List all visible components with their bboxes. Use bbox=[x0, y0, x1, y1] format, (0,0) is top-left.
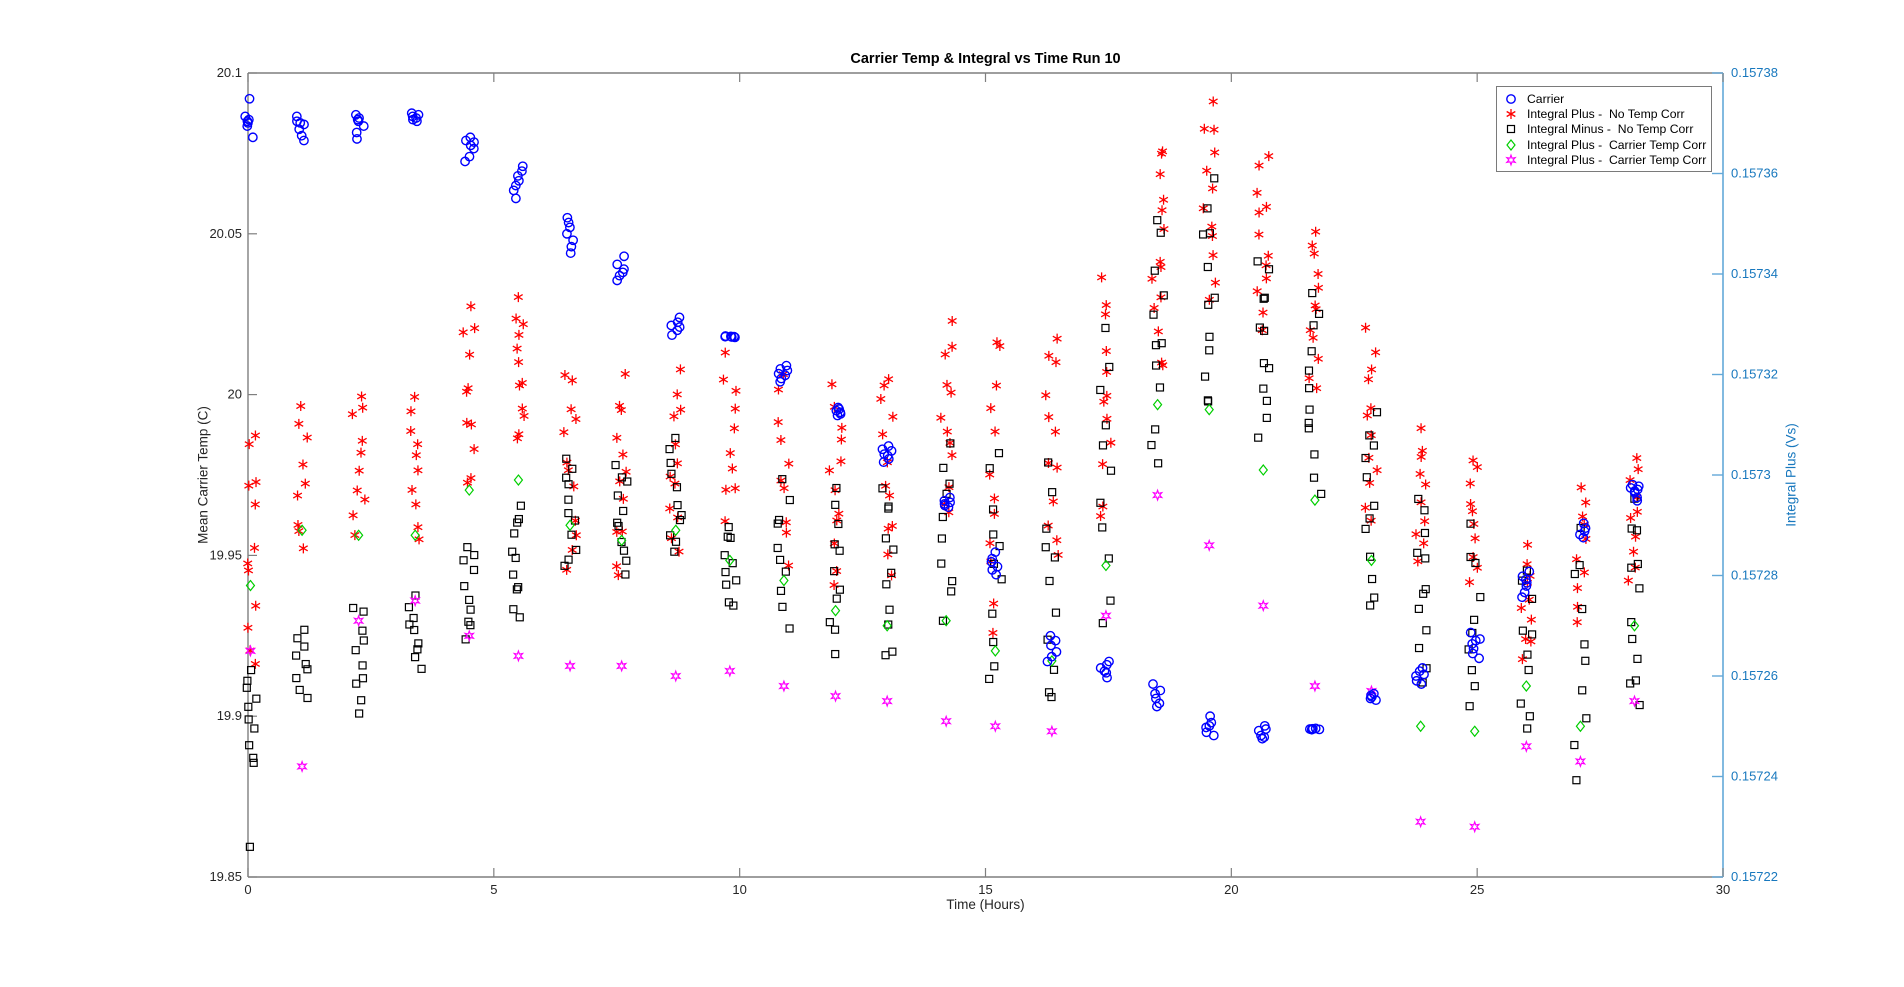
x-tick-label: 15 bbox=[978, 882, 992, 897]
series-square-2 bbox=[242, 174, 1644, 851]
y-right-tick-label: 0.15724 bbox=[1731, 769, 1778, 784]
legend-label: Integral Minus - No Temp Corr bbox=[1527, 122, 1694, 137]
series-diamond-3 bbox=[245, 398, 1640, 738]
series-asterisk-1 bbox=[243, 96, 1643, 669]
series-circle-0 bbox=[240, 93, 1644, 744]
y-right-tick-label: 0.15736 bbox=[1731, 166, 1778, 181]
x-tick-label: 30 bbox=[1716, 882, 1730, 897]
y-right-tick-label: 0.15738 bbox=[1731, 65, 1778, 80]
legend-label: Integral Plus - Carrier Temp Corr bbox=[1527, 137, 1707, 152]
diamond-marker-icon bbox=[1506, 138, 1516, 151]
y-right-tick-label: 0.15726 bbox=[1731, 668, 1778, 683]
circle-marker-icon bbox=[1506, 93, 1516, 104]
legend-item-integral-minus-no-corr: Integral Minus - No Temp Corr bbox=[1497, 122, 1711, 137]
y-right-tick-label: 0.15728 bbox=[1731, 568, 1778, 583]
legend-label: Integral Plus - No Temp Corr bbox=[1527, 107, 1685, 122]
legend-item-carrier: Carrier bbox=[1497, 91, 1711, 106]
y-left-tick-label: 20.05 bbox=[209, 226, 242, 241]
y-right-tick-label: 0.15732 bbox=[1731, 367, 1778, 382]
y-axis-label-left: Mean Carrier Temp (C) bbox=[195, 406, 211, 544]
y-left-tick-label: 20 bbox=[228, 387, 242, 402]
y-right-tick-label: 0.15734 bbox=[1731, 266, 1778, 281]
legend: Carrier Integral Plus - No Temp Corr Int… bbox=[1496, 86, 1712, 172]
y-left-tick-label: 19.85 bbox=[209, 869, 242, 884]
legend-item-integral-plus-corr-green: Integral Plus - Carrier Temp Corr bbox=[1497, 137, 1711, 152]
y-axis-label-right: Integral Plus (Vs) bbox=[1783, 423, 1799, 527]
series-star-4 bbox=[244, 488, 1641, 834]
y-right-tick-label: 0.1573 bbox=[1731, 467, 1771, 482]
x-tick-label: 5 bbox=[490, 882, 497, 897]
star-marker-icon bbox=[1505, 153, 1517, 167]
axes-box: 0 5 10 15 20 25 30 19.85 19.9 19.95 20 20.05 20.1 0.1… bbox=[209, 65, 1778, 897]
y-left-tick-label: 20.1 bbox=[217, 65, 242, 80]
legend-item-integral-plus-corr-magenta: Integral Plus - Carrier Temp Corr bbox=[1497, 153, 1711, 168]
x-axis-label: Time (Hours) bbox=[946, 897, 1025, 912]
legend-label: Carrier bbox=[1527, 91, 1565, 106]
asterisk-marker-icon bbox=[1506, 109, 1516, 120]
y-left-tick-label: 19.95 bbox=[209, 547, 242, 562]
y-right-tick-label: 0.15722 bbox=[1731, 869, 1778, 884]
square-marker-icon bbox=[1506, 125, 1516, 134]
x-tick-label: 25 bbox=[1470, 882, 1484, 897]
legend-item-integral-plus-no-corr: Integral Plus - No Temp Corr bbox=[1497, 106, 1711, 121]
x-tick-label: 0 bbox=[244, 882, 251, 897]
legend-label: Integral Plus - Carrier Temp Corr bbox=[1527, 153, 1707, 168]
chart-title: Carrier Temp & Integral vs Time Run 10 bbox=[850, 51, 1121, 67]
x-tick-label: 10 bbox=[732, 882, 746, 897]
x-tick-label: 20 bbox=[1224, 882, 1238, 897]
y-left-tick-label: 19.9 bbox=[217, 708, 242, 723]
